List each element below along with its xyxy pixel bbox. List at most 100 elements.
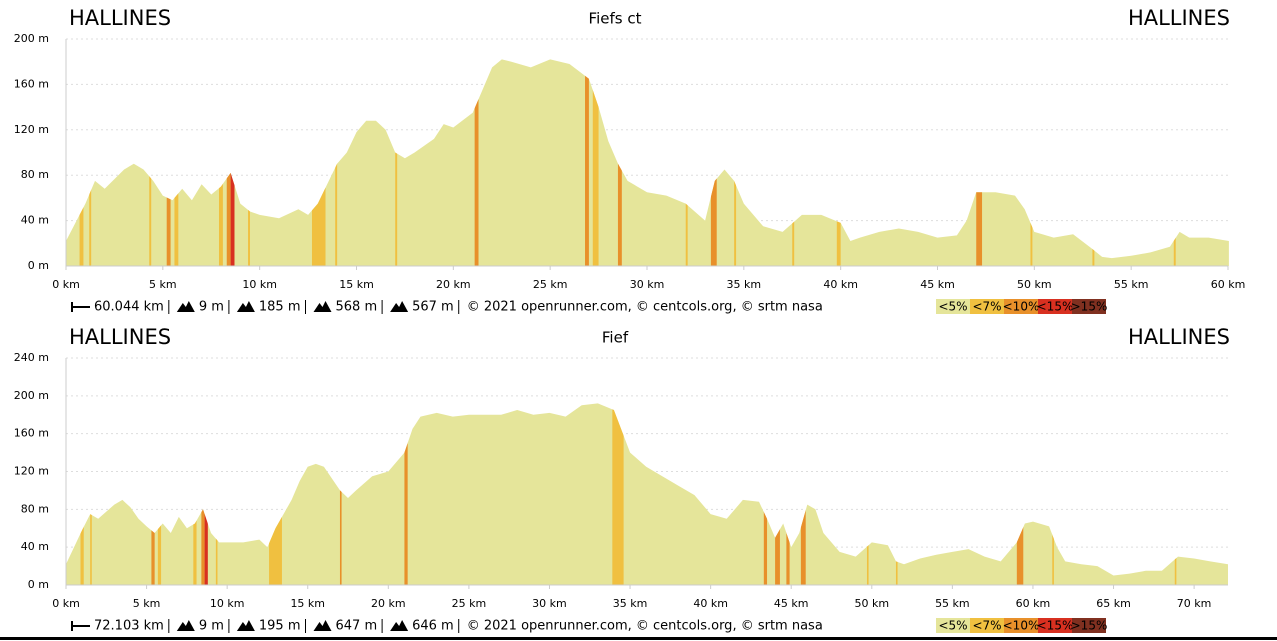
slope-strip <box>775 403 780 585</box>
x-tick-label: 55 km <box>935 597 970 610</box>
x-tick-label: 65 km <box>1096 597 1131 610</box>
x-tick-label: 5 km <box>149 278 177 291</box>
slope-strip <box>612 403 624 585</box>
icon-length <box>71 302 90 312</box>
x-tick-label: 40 km <box>693 597 728 610</box>
slope-strip <box>836 59 841 266</box>
slope-strip <box>339 403 342 585</box>
slope-strip <box>792 59 795 266</box>
legend-swatch <box>1072 618 1106 633</box>
y-tick-label: 80 m <box>21 502 49 515</box>
slope-strip <box>89 59 92 266</box>
x-tick-label: 45 km <box>920 278 955 291</box>
icon-mountain <box>313 301 332 312</box>
chart-title: Fief <box>602 329 629 347</box>
slope-strip <box>474 59 479 266</box>
legend-swatch <box>970 299 1004 314</box>
stat-value: 646 m <box>412 619 454 634</box>
slope-strip <box>404 403 408 585</box>
slope-strip <box>335 59 338 266</box>
slope-strip <box>166 59 171 266</box>
x-tick-label: 20 km <box>371 597 406 610</box>
slope-strip <box>1174 403 1177 585</box>
y-tick-label: 80 m <box>21 168 49 181</box>
start-label: HALLINES <box>69 325 171 349</box>
copyright: © 2021 openrunner.com, © centcols.org, ©… <box>467 619 823 634</box>
legend-swatch <box>1038 299 1072 314</box>
stat-icon <box>71 302 90 312</box>
slope-strip <box>1016 403 1024 585</box>
legend-swatch <box>970 618 1004 633</box>
x-tick-label: 70 km <box>1177 597 1212 610</box>
stat-icon <box>236 301 255 312</box>
legend-label: >15% <box>1071 619 1108 633</box>
slope-strip <box>193 403 197 585</box>
slope-strip <box>617 59 622 266</box>
chart-title: Fiefs ct <box>589 10 642 28</box>
legend-swatch <box>1072 299 1106 314</box>
slope-strip <box>585 59 589 266</box>
legend-label: <7% <box>972 300 1001 314</box>
legend-swatch <box>1038 618 1072 633</box>
x-tick-label: 25 km <box>452 597 487 610</box>
slope-strip <box>685 59 688 266</box>
slope-strip <box>215 403 218 585</box>
slope-strip <box>800 403 806 585</box>
y-tick-label: 0 m <box>28 259 49 272</box>
x-tick-label: 5 km <box>133 597 161 610</box>
x-tick-label: 40 km <box>823 278 858 291</box>
slope-strip <box>201 403 205 585</box>
stat-value: 567 m <box>412 300 454 315</box>
legend-label: <15% <box>1037 619 1074 633</box>
stat-icon <box>236 620 255 631</box>
stat-icon <box>390 301 409 312</box>
x-tick-label: 30 km <box>630 278 665 291</box>
icon-mountain <box>236 301 255 312</box>
y-tick-label: 40 m <box>21 214 49 227</box>
stat-value: 9 m <box>199 300 224 315</box>
x-tick-label: 20 km <box>436 278 471 291</box>
icon-mountain <box>176 301 195 312</box>
slope-strip <box>269 403 282 585</box>
slope-strip <box>786 403 790 585</box>
y-tick-label: 0 m <box>28 578 49 591</box>
slope-strip <box>157 403 162 585</box>
start-label: HALLINES <box>69 6 171 30</box>
y-tick-label: 200 m <box>14 32 49 45</box>
legend-swatch <box>1004 618 1038 633</box>
stat-value: 72.103 km <box>94 619 164 634</box>
y-tick-label: 200 m <box>14 389 49 402</box>
legend-label: <5% <box>938 619 967 633</box>
stat-value: 647 m <box>336 619 378 634</box>
legend-label: <15% <box>1037 300 1074 314</box>
x-tick-label: 60 km <box>1016 597 1051 610</box>
x-tick-label: 30 km <box>532 597 567 610</box>
stat-value: 9 m <box>199 619 224 634</box>
legend-label: <5% <box>938 300 967 314</box>
slope-strip <box>311 59 326 266</box>
stat-icon <box>390 620 409 631</box>
x-tick-label: 10 km <box>242 278 277 291</box>
slope-strip <box>592 59 599 266</box>
slope-strip <box>395 59 398 266</box>
x-tick-label: 35 km <box>727 278 762 291</box>
slope-strip <box>895 403 898 585</box>
x-tick-label: 50 km <box>1017 278 1052 291</box>
slope-strip <box>763 403 768 585</box>
slope-strip <box>204 403 208 585</box>
y-tick-label: 120 m <box>14 465 49 478</box>
legend-label: >15% <box>1071 300 1108 314</box>
slope-strip <box>230 59 235 266</box>
slope-strip <box>151 403 155 585</box>
stat-value: 568 m <box>336 300 378 315</box>
stat-icon <box>71 621 90 631</box>
copyright: © 2021 openrunner.com, © centcols.org, ©… <box>467 300 823 315</box>
legend-label: <10% <box>1003 619 1040 633</box>
y-tick-label: 160 m <box>14 77 49 90</box>
x-tick-label: 0 km <box>52 278 80 291</box>
slope-strip <box>1173 59 1176 266</box>
icon-length <box>71 621 90 631</box>
x-tick-label: 15 km <box>290 597 325 610</box>
slope-strip <box>1052 403 1054 585</box>
x-tick-label: 25 km <box>533 278 568 291</box>
